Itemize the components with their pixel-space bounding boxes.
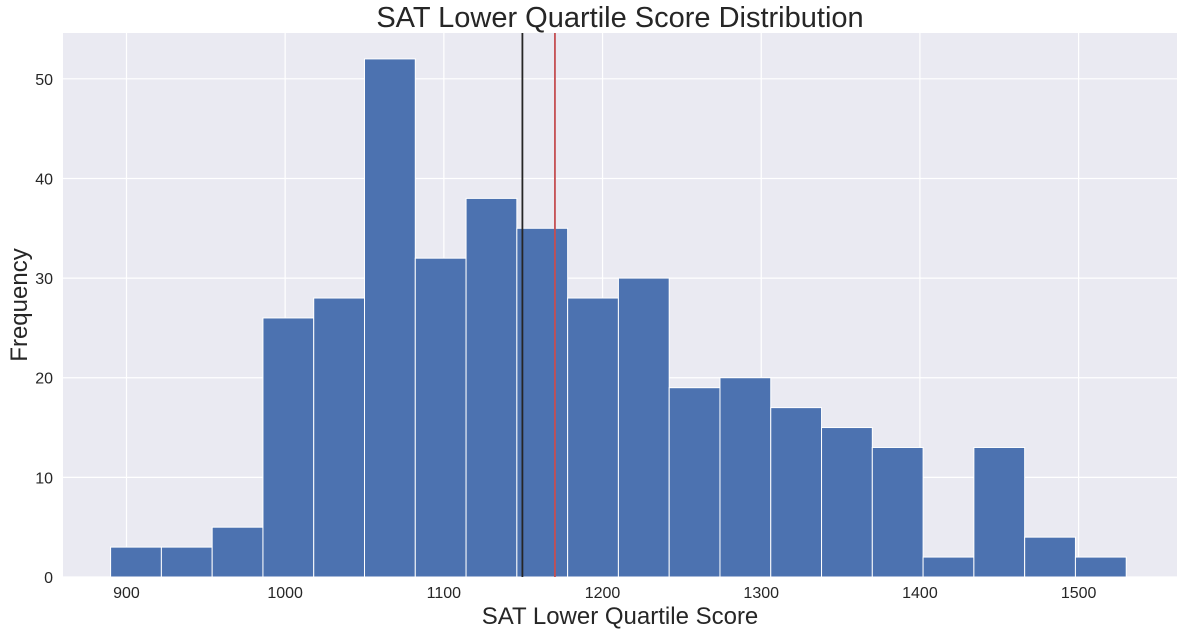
histogram-bar: [567, 297, 619, 578]
x-tick-label: 1400: [902, 585, 938, 602]
chart-title: SAT Lower Quartile Score Distribution: [376, 2, 863, 34]
histogram-bar: [160, 546, 213, 578]
histogram-bar: [465, 197, 518, 578]
x-tick-label: 1500: [1061, 585, 1097, 602]
x-tick-label: 1000: [267, 585, 303, 602]
histogram-bar: [211, 526, 264, 578]
x-axis-label: SAT Lower Quartile Score: [482, 603, 759, 630]
histogram-bar: [770, 407, 823, 578]
histogram-bar: [973, 446, 1026, 578]
histogram-bar: [262, 317, 315, 578]
y-axis-ticks: 0 10 20 30 40 50: [35, 72, 53, 587]
reference-lines: [521, 33, 556, 577]
x-tick-label: 1100: [427, 585, 462, 602]
x-tick-label: 900: [113, 585, 140, 602]
y-tick-label: 10: [35, 470, 53, 487]
y-tick-label: 40: [35, 171, 53, 188]
histogram-bar: [414, 257, 467, 578]
histogram-bar: [1074, 556, 1127, 578]
histogram-bars: [110, 58, 1127, 578]
histogram-bar: [668, 387, 721, 578]
y-tick-label: 30: [35, 271, 53, 288]
x-axis-ticks: 900 1000 1100 1200 1300 1400 1500: [113, 585, 1096, 602]
y-tick-label: 20: [35, 371, 53, 388]
x-tick-label: 1300: [743, 585, 779, 602]
histogram-bar: [110, 546, 162, 578]
histogram-bar: [617, 277, 670, 578]
histogram-bar: [364, 58, 416, 578]
histogram-bar: [516, 227, 569, 578]
histogram-bar: [821, 427, 873, 578]
histogram-bar: [719, 377, 772, 578]
y-axis-label: Frequency: [6, 248, 33, 361]
x-tick-label: 1200: [585, 585, 621, 602]
histogram-bar: [922, 556, 975, 578]
histogram-bar: [1024, 536, 1076, 578]
y-tick-label: 0: [44, 570, 53, 587]
histogram-bar: [871, 446, 924, 578]
histogram-bar: [313, 297, 366, 578]
y-tick-label: 50: [35, 72, 53, 89]
